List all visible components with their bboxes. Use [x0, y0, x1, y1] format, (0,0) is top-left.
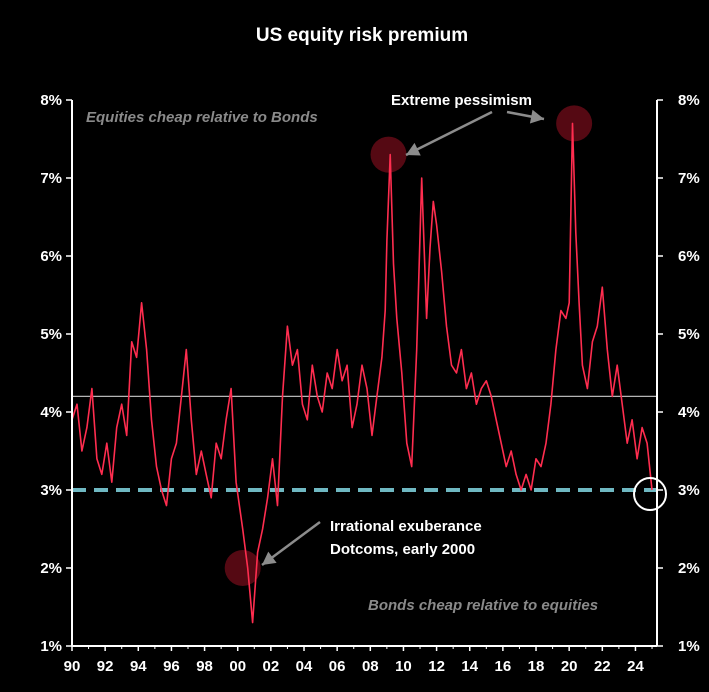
- y-tick-label-left: 6%: [40, 248, 62, 265]
- x-tick-label: 04: [296, 658, 313, 675]
- x-tick-label: 14: [461, 658, 478, 675]
- x-tick-label: 20: [561, 658, 578, 675]
- x-tick-label: 94: [130, 658, 147, 675]
- bonds-cheap-note: Bonds cheap relative to equities: [368, 597, 598, 614]
- x-tick-label: 16: [495, 658, 512, 675]
- y-tick-label-left: 3%: [40, 482, 62, 499]
- y-tick-label-left: 8%: [40, 92, 62, 109]
- x-tick-label: 22: [594, 658, 611, 675]
- y-tick-label-right: 6%: [678, 248, 700, 265]
- y-tick-label-left: 4%: [40, 404, 62, 421]
- y-tick-label-right: 1%: [678, 638, 700, 655]
- y-tick-label-right: 7%: [678, 170, 700, 187]
- x-tick-label: 00: [229, 658, 246, 675]
- equities-cheap-note: Equities cheap relative to Bonds: [86, 109, 318, 126]
- arrow-to-2009-peak-shaft: [405, 110, 493, 157]
- y-tick-label-right: 3%: [678, 482, 700, 499]
- arrow-to-2000-trough-head: [262, 551, 277, 565]
- y-tick-label-right: 5%: [678, 326, 700, 343]
- tick-marks: [66, 99, 663, 651]
- y-tick-label-right: 2%: [678, 560, 700, 577]
- x-tick-label: 24: [627, 658, 644, 675]
- irrational-exuberance-label: Irrational exuberance: [330, 518, 482, 535]
- highlight-circle-1: [556, 105, 593, 142]
- reference-lines: [72, 395, 657, 492]
- extreme-pessimism-label: Extreme pessimism: [391, 92, 532, 109]
- x-tick-label: 98: [196, 658, 213, 675]
- x-tick-label: 12: [428, 658, 445, 675]
- x-tick-label: 02: [263, 658, 280, 675]
- dotcoms-label: Dotcoms, early 2000: [330, 541, 475, 558]
- y-tick-label-left: 1%: [40, 638, 62, 655]
- x-tick-label: 96: [163, 658, 180, 675]
- y-tick-label-left: 2%: [40, 560, 62, 577]
- annotation-arrows: [261, 109, 545, 567]
- y-tick-label-left: 7%: [40, 170, 62, 187]
- tick-labels: 1% 1% 2% 2% 3% 3% 4% 4% 5% 5% 6% 6% 7% 7% 8% 8% 90 92 94 96…: [40, 92, 699, 675]
- axes: [71, 100, 658, 647]
- x-tick-label: 08: [362, 658, 379, 675]
- latest-value-marker: [633, 477, 668, 511]
- highlight-circle-2: [224, 550, 261, 586]
- y-tick-label-right: 4%: [678, 404, 700, 421]
- series-line-0: [71, 122, 653, 624]
- x-tick-label: 18: [528, 658, 545, 675]
- x-tick-label: 90: [64, 658, 81, 675]
- chart-title: US equity risk premium: [256, 25, 468, 46]
- x-tick-label: 92: [97, 658, 114, 675]
- x-tick-label: 10: [395, 658, 412, 675]
- y-tick-label-left: 5%: [40, 326, 62, 343]
- y-tick-label-right: 8%: [678, 92, 700, 109]
- x-tick-label: 06: [329, 658, 346, 675]
- highlight-circles: [224, 105, 593, 586]
- highlight-circle-0: [370, 136, 407, 173]
- arrow-to-2009-peak-head: [406, 142, 421, 156]
- arrow-to-2020-peak-head: [529, 109, 544, 124]
- series-layer: [71, 122, 653, 624]
